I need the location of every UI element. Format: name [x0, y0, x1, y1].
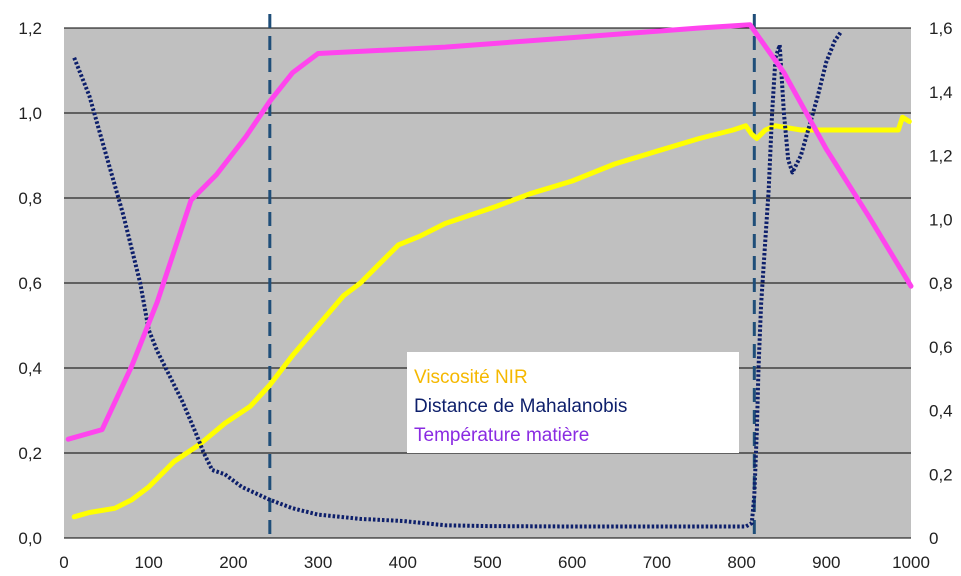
legend-entry-mahalanobis: Distance de Mahalanobis	[414, 396, 627, 417]
y2-tick-label: 1,0	[929, 210, 953, 229]
legend: Viscosité NIR Distance de Mahalanobis Te…	[407, 352, 739, 453]
x-tick-label: 200	[219, 553, 247, 572]
y-tick-label: 0,4	[18, 359, 42, 378]
x-tick-label: 400	[389, 553, 417, 572]
series-line-viscosite	[71, 114, 912, 520]
y2-tick-label: 1,4	[929, 83, 953, 102]
y2-tick-label: 0,8	[929, 274, 953, 293]
y2-tick-label: 0,4	[929, 402, 953, 421]
x-tick-label: 300	[304, 553, 332, 572]
y-tick-label: 0,8	[18, 189, 42, 208]
x-tick-label: 100	[135, 553, 163, 572]
y2-tick-label: 1,6	[929, 19, 953, 38]
y-axis-ticks: 0,0 0,2 0,4 0,6 0,8 1,0 1,2	[18, 19, 42, 548]
x-tick-label: 600	[558, 553, 586, 572]
y-tick-label: 0,2	[18, 444, 42, 463]
y2-tick-label: 0,2	[929, 465, 953, 484]
legend-entry-viscosite: Viscosité NIR	[414, 367, 528, 388]
y-tick-label: 1,2	[18, 19, 42, 38]
y-tick-label: 1,0	[18, 104, 42, 123]
y-tick-label: 0,0	[18, 529, 42, 548]
series-line-mahalanobis	[72, 31, 843, 529]
legend-box	[407, 352, 739, 453]
series-line-temperature	[65, 22, 914, 442]
x-tick-label: 0	[59, 553, 68, 572]
y-tick-label: 0,6	[18, 274, 42, 293]
y2-tick-label: 0	[929, 529, 938, 548]
x-tick-label: 1000	[892, 553, 930, 572]
y2-tick-label: 0,6	[929, 338, 953, 357]
x-tick-label: 900	[812, 553, 840, 572]
x-axis-ticks: 0 100 200 300 400 500 600 700 800 900 1000	[59, 553, 930, 572]
series-layer	[65, 22, 914, 529]
x-tick-label: 500	[473, 553, 501, 572]
y2-tick-label: 1,2	[929, 147, 953, 166]
x-tick-label: 700	[643, 553, 671, 572]
y2-axis-ticks: 0 0,2 0,4 0,6 0,8 1,0 1,2 1,4 1,6	[929, 19, 953, 548]
x-tick-label: 800	[727, 553, 755, 572]
legend-entry-temperature: Température matière	[414, 425, 589, 446]
